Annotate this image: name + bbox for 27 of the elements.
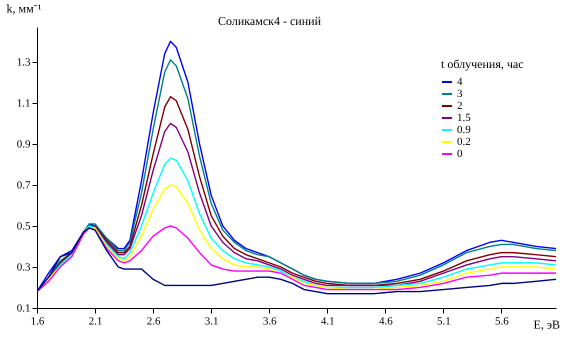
x-tick-label: 4.1 <box>320 316 335 328</box>
y-tick-label: 1.1 <box>16 97 30 110</box>
legend-label: 1.5 <box>457 112 472 124</box>
legend-label: 0.9 <box>457 124 472 136</box>
y-tick-label: 1.3 <box>16 56 31 68</box>
legend-title: t облучения, час <box>441 57 524 71</box>
x-tick-label: 2.6 <box>146 316 161 328</box>
legend-label: 2 <box>457 100 462 112</box>
y-tick-label: 0.5 <box>16 220 31 232</box>
x-tick-label: 4.6 <box>378 316 394 328</box>
y-tick-label: 0.1 <box>16 302 30 314</box>
legend-label: 3 <box>457 88 463 100</box>
chart-title: Соликамск4 - синий <box>218 14 322 28</box>
legend-label: 0 <box>457 148 463 160</box>
y-tick-label: 0.3 <box>16 261 31 274</box>
x-tick-label: 3.6 <box>262 316 278 328</box>
x-tick-label: 2.1 <box>88 316 102 328</box>
x-tick-label: 3.1 <box>204 316 219 328</box>
y-tick-label: 0.9 <box>16 138 31 150</box>
x-tick-label: 5.1 <box>437 316 451 328</box>
legend-label: 0.2 <box>457 136 471 148</box>
x-axis-title: E, эВ <box>534 318 560 332</box>
x-tick-label: 5.6 <box>495 316 510 328</box>
y-tick-label: 0.7 <box>16 179 31 192</box>
x-tick-label: 1.6 <box>30 316 45 328</box>
legend-label: 4 <box>457 76 463 88</box>
y-axis-title: k, мм⁻¹ <box>6 2 42 16</box>
